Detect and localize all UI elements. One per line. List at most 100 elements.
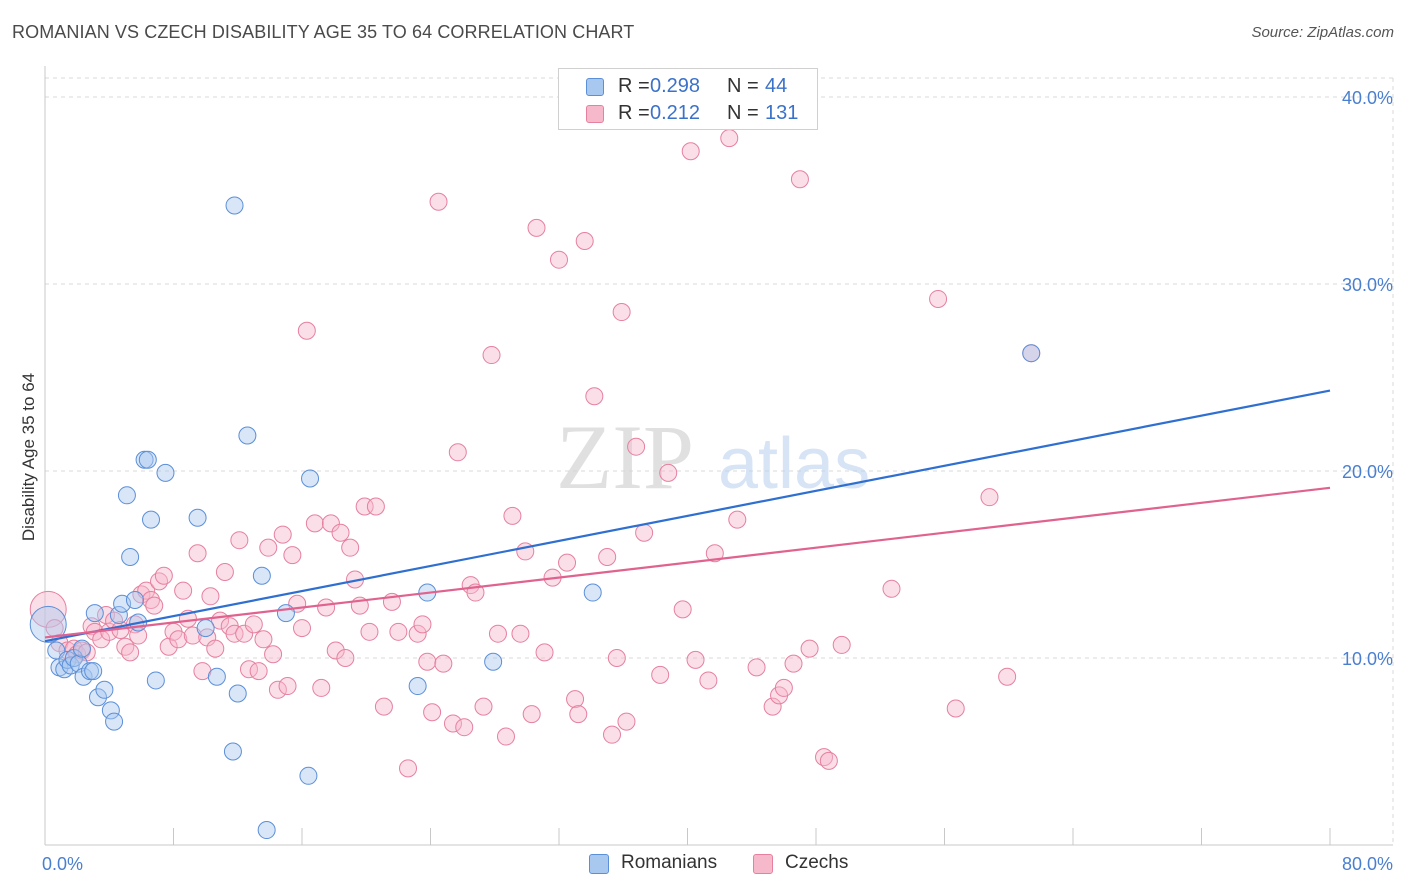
- romanians-point: [238, 426, 257, 445]
- y-axis-label: Disability Age 35 to 64: [19, 373, 38, 541]
- czechs-point: [321, 514, 340, 533]
- czechs-point: [720, 129, 739, 148]
- czechs-point: [254, 630, 273, 649]
- czechs-point: [374, 697, 393, 716]
- czechs-point: [598, 548, 617, 567]
- romanians-point: [89, 688, 108, 707]
- romanians-point: [299, 766, 318, 785]
- legend-item-czechs: Czechs: [753, 852, 863, 876]
- czechs-point: [569, 705, 588, 724]
- czechs-point: [503, 506, 522, 525]
- legend-n-value: 44: [765, 75, 788, 97]
- romanians-point: [408, 677, 427, 696]
- czechs-point: [230, 531, 249, 550]
- czechs-point: [121, 643, 140, 662]
- czechs-point: [174, 581, 193, 600]
- legend-r-value: 0.212: [650, 102, 701, 124]
- czechs-point: [686, 650, 705, 669]
- romanians-point: [207, 667, 226, 686]
- romanians-point: [121, 548, 140, 567]
- legend-label-romanians: Romanians: [621, 852, 718, 873]
- czechs-point: [651, 665, 670, 684]
- czechs-point: [305, 514, 324, 533]
- czechs-point: [249, 662, 268, 681]
- czechs-point: [681, 142, 700, 161]
- czechs-point: [784, 654, 803, 673]
- czechs-point: [482, 346, 501, 365]
- czechs-point: [496, 727, 515, 746]
- legend-row-romanians: R = 0.298 N = 44: [559, 75, 819, 99]
- czechs-point: [145, 596, 164, 615]
- czechs-point: [566, 690, 585, 709]
- czechs-point: [882, 579, 901, 598]
- czechs-point: [673, 600, 692, 619]
- watermark-zip: ZIP: [556, 406, 694, 508]
- czechs-point: [488, 624, 507, 643]
- romanians-point: [142, 510, 161, 529]
- romanians-point: [257, 821, 276, 840]
- romanians-legend-swatch: [589, 854, 609, 874]
- romanians-point: [95, 680, 114, 699]
- czechs-point: [998, 667, 1017, 686]
- romanians-point: [125, 591, 144, 610]
- czechs-trend-line: [44, 486, 1331, 639]
- legend-n-value: 131: [765, 102, 799, 124]
- y-tick-label-2: 30.0%: [1342, 275, 1393, 295]
- czechs-point: [413, 615, 432, 634]
- czechs-point: [800, 639, 819, 658]
- czechs-point: [659, 463, 678, 482]
- romanians-point: [156, 463, 175, 482]
- romanians-point: [583, 583, 602, 602]
- czechs-point: [558, 553, 577, 572]
- romanians-point: [484, 652, 503, 671]
- czechs-point: [29, 590, 67, 628]
- x-tick-max: 80.0%: [1342, 854, 1393, 874]
- czechs-legend-swatch: [753, 854, 773, 874]
- legend-n-label: N =: [727, 102, 759, 124]
- czechs-point: [448, 443, 467, 462]
- czechs-point: [312, 678, 331, 697]
- czechs-point: [443, 714, 462, 733]
- czechs-point: [264, 645, 283, 664]
- series-romanians-points: [29, 196, 1041, 840]
- romanians-point: [228, 684, 247, 703]
- romanians-point: [109, 605, 128, 624]
- czechs-point: [535, 643, 554, 662]
- czechs-point: [980, 488, 999, 507]
- romanians-point: [196, 619, 215, 638]
- czechs-point: [627, 437, 646, 456]
- legend-row-czechs: R = 0.212 N = 131: [559, 102, 819, 126]
- czechs-point: [366, 497, 385, 516]
- x-tick-min: 0.0%: [42, 854, 83, 874]
- watermark: ZIP atlas: [556, 406, 870, 508]
- romanians-point: [301, 469, 320, 488]
- y-tick-label-0: 10.0%: [1342, 649, 1393, 669]
- czechs-point: [169, 630, 188, 649]
- czechs-point: [575, 231, 594, 250]
- correlation-legend: R = 0.298 N = 44 R = 0.212 N = 131: [558, 68, 818, 130]
- legend-r-value: 0.298: [650, 75, 701, 97]
- czechs-point: [747, 658, 766, 677]
- romanians-point: [138, 450, 157, 469]
- czechs-point: [142, 591, 161, 610]
- romanians-point: [29, 605, 67, 643]
- czechs-point: [116, 637, 135, 656]
- czechs-point: [946, 699, 965, 718]
- czechs-point: [244, 615, 263, 634]
- legend-item-romanians: Romanians: [589, 852, 729, 876]
- czechs-point: [763, 697, 782, 716]
- legend-n-label: N =: [727, 75, 759, 97]
- czechs-point: [423, 703, 442, 722]
- czechs-point: [360, 622, 379, 641]
- czechs-point: [201, 587, 220, 606]
- czechs-point: [774, 678, 793, 697]
- czechs-point: [434, 654, 453, 673]
- romanians-point: [223, 742, 242, 761]
- czechs-point: [474, 697, 493, 716]
- trend-lines: [44, 389, 1331, 643]
- romanians-point: [252, 566, 271, 585]
- czechs-point: [341, 538, 360, 557]
- romanians-point: [84, 662, 103, 681]
- series-legend: Romanians Czechs: [0, 852, 1406, 878]
